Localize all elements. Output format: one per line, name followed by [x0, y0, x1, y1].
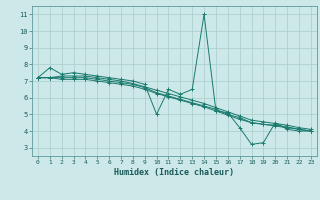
X-axis label: Humidex (Indice chaleur): Humidex (Indice chaleur): [115, 168, 234, 177]
